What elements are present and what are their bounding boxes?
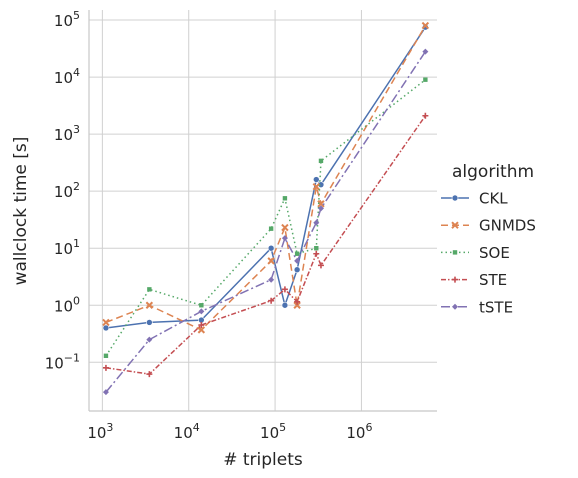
legend-item-gnmds: GNMDS (441, 217, 536, 235)
data-point-ste (317, 262, 324, 269)
x-tick-label: 106 (346, 421, 372, 442)
data-point-gnmds (293, 301, 301, 309)
data-point-tste (146, 336, 153, 343)
data-point-ste (313, 250, 320, 257)
y-tick-label: 102 (54, 180, 80, 201)
axes-spines (88, 10, 437, 412)
series-ste (102, 112, 429, 378)
data-point-ckl (312, 176, 320, 183)
y-tick-label: 101 (54, 237, 80, 258)
data-point-ste (198, 322, 205, 329)
data-point-ste (281, 286, 288, 293)
data-point-tste (281, 235, 288, 242)
series-layer (102, 21, 430, 396)
data-point-ste (294, 298, 301, 305)
data-point-ste (268, 297, 275, 304)
series-gnmds (102, 21, 430, 334)
legend-marker-ste (452, 276, 458, 283)
legend-marker-soe (452, 250, 458, 255)
legend-marker-gnmds (451, 221, 459, 229)
y-tick-label: 100 (54, 294, 80, 315)
data-point-ste (146, 371, 153, 378)
legend-item-soe: SOE (441, 244, 510, 262)
data-point-gnmds (102, 318, 110, 327)
legend-label-ste: STE (479, 271, 507, 289)
data-point-gnmds (145, 301, 154, 309)
x-tick-label: 104 (174, 421, 200, 442)
x-axis-label: # triplets (223, 450, 303, 470)
data-point-gnmds (281, 223, 289, 232)
series-ckl (102, 23, 429, 332)
data-point-tste (268, 276, 275, 283)
data-point-tste (102, 389, 109, 396)
series-line-soe (105, 79, 426, 357)
grid (89, 10, 437, 411)
series-line-ckl (105, 26, 427, 329)
data-point-gnmds (267, 257, 275, 265)
data-point-soe (268, 226, 274, 231)
y-tick-labels: 10−1 100 101 102 103 104 105 (45, 9, 80, 372)
x-tick-labels: 103 104 105 106 (87, 421, 372, 442)
data-point-soe (282, 196, 288, 201)
legend-title: algorithm (452, 162, 534, 182)
y-axis-label: wallclock time [s] (11, 137, 31, 286)
data-point-gnmds (197, 326, 206, 334)
legend-label-tste: tSTE (479, 298, 513, 316)
x-tick-label: 103 (87, 421, 113, 442)
data-point-soe (147, 287, 152, 292)
data-point-ckl (102, 324, 110, 332)
legend: algorithm CKL GNMDS SOE STE tSTE (441, 162, 536, 316)
legend-label-gnmds: GNMDS (479, 217, 536, 235)
legend-item-ckl: CKL (441, 190, 508, 208)
legend-item-tste: tSTE (441, 298, 513, 316)
data-point-ste (422, 112, 429, 119)
data-point-soe (314, 246, 319, 251)
series-line-ste (105, 115, 427, 375)
data-point-tste (422, 48, 429, 55)
data-point-ckl (281, 301, 289, 309)
series-tste (102, 48, 429, 396)
data-point-gnmds (312, 182, 320, 191)
legend-items: CKL GNMDS SOE STE tSTE (441, 190, 536, 316)
legend-label-ckl: CKL (479, 190, 508, 208)
data-point-tste (317, 205, 324, 212)
legend-marker-ckl (451, 194, 459, 202)
data-point-gnmds (421, 21, 430, 30)
legend-marker-tste (452, 303, 458, 310)
x-tick-label: 105 (260, 421, 286, 442)
y-tick-label: 10−1 (45, 351, 80, 372)
y-tick-label: 103 (54, 123, 80, 144)
data-point-tste (294, 257, 301, 264)
legend-label-soe: SOE (479, 244, 510, 262)
data-point-tste (313, 219, 320, 226)
data-point-soe (318, 158, 324, 164)
series-soe (103, 77, 428, 358)
data-point-soe (423, 77, 428, 82)
y-tick-label: 104 (54, 66, 80, 87)
data-point-ste (102, 364, 109, 371)
y-tick-label: 105 (54, 9, 80, 30)
data-point-gnmds (317, 200, 325, 208)
series-line-gnmds (105, 25, 427, 331)
data-point-soe (103, 353, 109, 358)
series-line-tste (105, 51, 427, 393)
data-point-tste (198, 308, 205, 315)
data-point-ckl (146, 319, 153, 326)
data-point-ckl (293, 266, 301, 274)
legend-item-ste: STE (441, 271, 507, 289)
data-point-soe (294, 251, 300, 256)
data-point-ckl (267, 244, 275, 252)
data-point-soe (199, 303, 204, 308)
